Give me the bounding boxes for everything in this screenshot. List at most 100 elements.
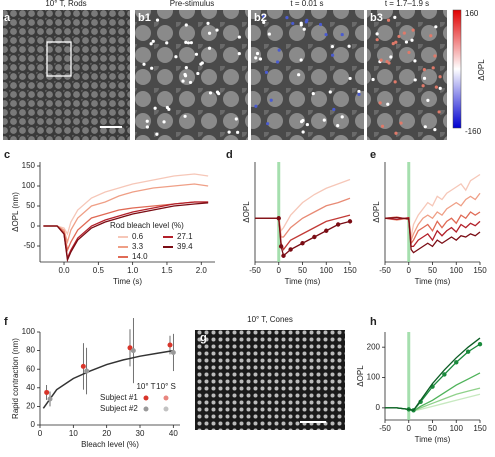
panel-title: t = 0.01 s: [290, 0, 323, 8]
cell-dot: [431, 66, 435, 70]
data-point: [335, 222, 341, 227]
data-line: [384, 216, 481, 248]
cell-dot: [379, 58, 383, 62]
x-axis-label: Time (s): [113, 277, 142, 286]
legend-title: Rod bleach level (%): [110, 221, 184, 230]
cell-dot: [413, 78, 417, 82]
cell-dot: [328, 90, 332, 94]
data-point: [84, 368, 90, 374]
cell-dot: [285, 15, 289, 20]
cell-dot: [330, 44, 335, 49]
y-tick-label: 100: [22, 181, 36, 190]
data-point: [80, 363, 86, 369]
cell-dot: [153, 106, 157, 110]
b3-image: [367, 10, 447, 140]
image-panels: [3, 9, 462, 430]
cell-dot: [340, 32, 344, 37]
x-tick-label: 30: [136, 429, 145, 438]
data-point: [324, 228, 329, 233]
cell-dot: [438, 86, 442, 90]
cell-dot: [186, 41, 191, 45]
cell-dot: [207, 31, 212, 35]
chart: e -50 0 50 100 150 Time (ms) ΔOPL: [370, 149, 487, 286]
x-tick-label: 100: [450, 266, 464, 275]
chart: d -50 0 50 100 150 Time (ms) ΔOPL: [226, 149, 357, 286]
panel-title: Pre-stimulus: [170, 0, 214, 8]
cell-dot: [413, 59, 417, 63]
chart: c 0.0 0.5 1.0 1.5 2.0 -50 0 50 100 150 Time (s) ΔOPL…: [4, 149, 215, 286]
cell-dot: [183, 114, 187, 118]
cell-dot: [330, 53, 335, 57]
cell-dot: [426, 98, 430, 102]
panel-title: t = 1.7–1.9 s: [385, 0, 429, 8]
cone-image: [195, 330, 345, 430]
cell-dot: [142, 62, 146, 66]
cell-dot: [151, 39, 155, 43]
colorbar: [452, 9, 462, 129]
y-tick-label: 20: [26, 402, 35, 411]
panel-label: b1: [138, 12, 151, 24]
legend-marker: [143, 406, 149, 412]
x-tick-label: 150: [473, 266, 487, 275]
colorbar-tick: -160: [465, 127, 482, 136]
cell-dot: [297, 73, 301, 77]
cell-dot: [393, 80, 397, 84]
y-tick-label: 100: [22, 327, 36, 336]
data-point: [278, 244, 284, 249]
cell-dot: [301, 130, 305, 134]
data-point: [477, 341, 483, 347]
y-axis-label: ΔOPL: [372, 201, 381, 223]
cell-dot: [237, 35, 241, 39]
data-point: [127, 345, 133, 351]
cell-dot: [183, 72, 187, 77]
data-point: [47, 396, 53, 402]
cell-dot: [194, 52, 199, 56]
cell-dot: [347, 44, 351, 48]
x-tick-label: 0.0: [58, 266, 70, 275]
panel-label: g: [200, 332, 207, 344]
x-tick-label: 0: [407, 424, 412, 433]
legend-label: 0.6: [132, 232, 144, 241]
cell-dot: [394, 131, 398, 135]
cell-dot: [188, 80, 193, 85]
data-line: [384, 192, 481, 241]
data-line: [255, 217, 351, 257]
data-point: [288, 247, 293, 252]
x-axis-label: Bleach level (%): [81, 440, 139, 449]
cell-dot: [200, 61, 204, 65]
legend-marker: [163, 395, 169, 401]
panel-label: e: [370, 149, 376, 161]
data-point: [442, 372, 447, 377]
panel-label: b3: [370, 12, 383, 24]
cell-dot: [340, 115, 344, 119]
x-tick-label: 40: [169, 429, 178, 438]
cell-dot: [397, 34, 401, 39]
cell-dot: [174, 55, 178, 59]
x-tick-label: -50: [379, 266, 391, 275]
legend-marker: [163, 406, 169, 412]
y-tick-label: 60: [26, 364, 35, 373]
y-axis-label: ΔOPL: [356, 365, 365, 387]
panel-title: 10° T, Cones: [247, 315, 293, 324]
data-point: [276, 216, 281, 221]
x-tick-label: 50: [428, 424, 437, 433]
x-tick-label: 100: [320, 266, 334, 275]
x-tick-label: 100: [450, 424, 464, 433]
cell-dot: [264, 70, 269, 74]
data-line: [43, 202, 209, 263]
panel-label: c: [4, 149, 10, 161]
legend-label: Subject #1: [100, 393, 138, 402]
cell-dot: [305, 122, 309, 127]
cell-dot: [227, 130, 231, 134]
y-tick-label: 80: [26, 346, 35, 355]
legend-marker: [143, 395, 149, 401]
data-line: [384, 216, 481, 254]
cell-dot: [299, 21, 303, 25]
cell-dot: [145, 125, 149, 129]
cell-dot: [254, 56, 258, 60]
fit-line: [42, 349, 174, 409]
panel-label: a: [4, 12, 11, 24]
x-tick-label: 150: [343, 266, 357, 275]
cell-dot: [267, 32, 271, 36]
cell-dot: [291, 21, 295, 26]
